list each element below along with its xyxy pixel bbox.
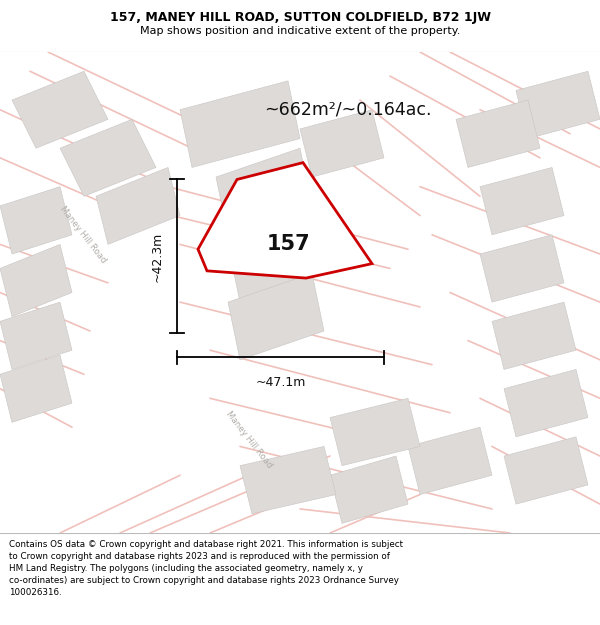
Text: Maney Hill Road: Maney Hill Road [58, 204, 108, 265]
Polygon shape [492, 302, 576, 369]
Polygon shape [12, 71, 108, 148]
Polygon shape [198, 162, 372, 278]
Polygon shape [516, 71, 600, 139]
Text: ~42.3m: ~42.3m [151, 231, 164, 281]
Polygon shape [480, 235, 564, 302]
Text: Contains OS data © Crown copyright and database right 2021. This information is : Contains OS data © Crown copyright and d… [9, 541, 403, 596]
Polygon shape [300, 110, 384, 177]
Text: 157: 157 [266, 234, 310, 254]
Text: ~662m²/~0.164ac.: ~662m²/~0.164ac. [264, 101, 431, 119]
Polygon shape [480, 168, 564, 235]
Polygon shape [0, 355, 72, 422]
Polygon shape [456, 100, 540, 168]
Polygon shape [330, 398, 420, 466]
Polygon shape [504, 437, 588, 504]
Polygon shape [0, 302, 72, 369]
Text: ~47.1m: ~47.1m [256, 376, 305, 389]
Polygon shape [96, 168, 180, 244]
Polygon shape [180, 81, 300, 168]
Polygon shape [0, 187, 72, 254]
Polygon shape [408, 427, 492, 494]
Polygon shape [504, 369, 588, 437]
Text: Maney Hill Road: Maney Hill Road [224, 409, 274, 469]
Polygon shape [228, 273, 324, 360]
Text: Map shows position and indicative extent of the property.: Map shows position and indicative extent… [140, 26, 460, 36]
Polygon shape [330, 456, 408, 523]
Polygon shape [216, 148, 312, 235]
Polygon shape [228, 216, 324, 302]
Text: 157, MANEY HILL ROAD, SUTTON COLDFIELD, B72 1JW: 157, MANEY HILL ROAD, SUTTON COLDFIELD, … [110, 11, 491, 24]
Polygon shape [240, 446, 336, 514]
Polygon shape [0, 244, 72, 316]
Polygon shape [60, 119, 156, 196]
